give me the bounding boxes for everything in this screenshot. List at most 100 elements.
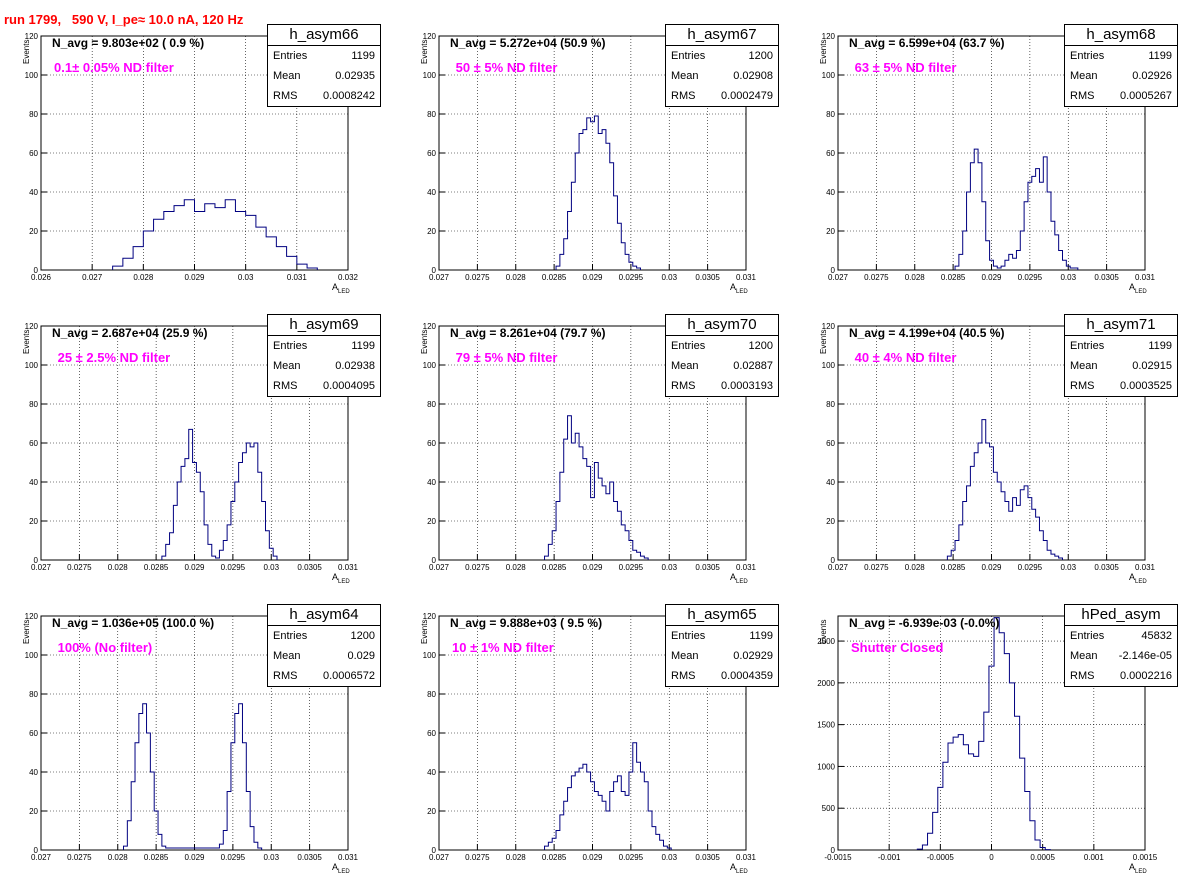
histogram-bin xyxy=(162,556,166,560)
histogram-bin xyxy=(602,486,606,560)
histogram-bin xyxy=(575,153,579,270)
x-tick-label: 0.031 xyxy=(736,563,757,572)
x-tick-label: 0.0295 xyxy=(619,563,644,572)
y-tick-label: 0 xyxy=(831,556,836,565)
stats-label: RMS xyxy=(273,376,297,396)
histogram-bin xyxy=(1036,169,1040,270)
histogram-bin xyxy=(113,266,123,270)
histogram-bin xyxy=(602,801,606,850)
x-tick-label: 0.031 xyxy=(736,273,757,282)
histogram-bin xyxy=(256,227,266,270)
histogram-bin xyxy=(250,827,254,850)
x-tick-label: 0.028 xyxy=(506,273,527,282)
stats-value: 0.0008242 xyxy=(323,86,375,106)
stats-label: Entries xyxy=(273,626,307,646)
histogram-bin xyxy=(989,666,994,850)
stats-value: 45832 xyxy=(1141,626,1172,646)
stats-label: Mean xyxy=(273,356,301,376)
histogram-bin xyxy=(143,704,147,850)
stats-value: 1199 xyxy=(1148,46,1172,66)
stats-label: RMS xyxy=(671,666,695,686)
histogram-bin xyxy=(617,776,621,850)
histogram-bin xyxy=(571,776,575,850)
histogram-bin xyxy=(963,745,968,850)
y-tick-label: 20 xyxy=(29,227,38,236)
y-tick-label: 20 xyxy=(29,517,38,526)
histogram-bin xyxy=(993,472,997,560)
histogram-bin xyxy=(273,556,277,560)
y-axis-label: Events xyxy=(22,620,31,644)
x-tick-label: 0.028 xyxy=(506,563,527,572)
histogram-name: h_asym69 xyxy=(268,315,380,336)
histogram-bin xyxy=(127,821,131,850)
histogram-bin xyxy=(633,266,637,270)
x-tick-label: 0.0275 xyxy=(67,563,92,572)
histogram-bin xyxy=(1032,176,1036,270)
histogram-bin xyxy=(564,239,568,270)
stats-label: Entries xyxy=(1070,336,1104,356)
histogram-bin xyxy=(545,846,549,850)
histogram-bin xyxy=(219,550,223,560)
histogram-bin xyxy=(922,845,927,850)
histogram-bin xyxy=(548,842,552,850)
histogram-bin xyxy=(994,618,999,850)
histogram-bin xyxy=(583,764,587,850)
histogram-bin xyxy=(617,223,621,270)
stats-value: 0.02926 xyxy=(1132,66,1172,86)
y-tick-label: 40 xyxy=(29,478,38,487)
stats-value: 0.0002216 xyxy=(1120,666,1172,686)
y-tick-label: 100 xyxy=(25,71,39,80)
y-axis-label: Events xyxy=(819,620,828,644)
histogram-bin xyxy=(212,556,216,560)
histogram-bin xyxy=(1043,157,1047,270)
y-tick-label: 100 xyxy=(25,361,39,370)
histogram-bin xyxy=(959,254,963,270)
x-tick-label: 0.029 xyxy=(184,563,205,572)
stats-value: 1200 xyxy=(351,626,375,646)
stats-label: Entries xyxy=(273,336,307,356)
x-tick-label: 0 xyxy=(989,853,994,862)
histogram-bin xyxy=(1043,541,1047,561)
histogram-bin xyxy=(205,204,215,270)
histogram-bin xyxy=(579,768,583,850)
stats-label: Mean xyxy=(671,646,699,666)
histogram-bin xyxy=(1009,254,1013,270)
histogram-bin xyxy=(963,231,967,270)
y-tick-label: 80 xyxy=(826,110,835,119)
histogram-bin xyxy=(1047,550,1051,560)
stats-value: 0.0004095 xyxy=(323,376,375,396)
stats-label: Entries xyxy=(671,336,705,356)
stats-label: RMS xyxy=(273,86,297,106)
y-tick-label: 60 xyxy=(427,729,436,738)
histogram-bin xyxy=(254,842,258,850)
histogram-bin xyxy=(124,846,128,850)
stats-value: 0.0005267 xyxy=(1120,86,1172,106)
histogram-bin xyxy=(548,544,552,560)
histogram-bin xyxy=(235,714,239,851)
histogram-line xyxy=(124,704,262,850)
histogram-bin xyxy=(166,544,170,560)
y-tick-label: 100 xyxy=(25,651,39,660)
histogram-bin xyxy=(195,212,205,271)
histogram-bin xyxy=(663,846,667,850)
x-tick-label: 0.0285 xyxy=(144,853,169,862)
x-tick-label: 0.0295 xyxy=(221,563,246,572)
y-axis-label: Events xyxy=(819,330,828,354)
stats-label: Entries xyxy=(1070,626,1104,646)
histogram-bin xyxy=(1051,554,1055,560)
x-tick-label: 0.031 xyxy=(287,273,308,282)
stats-label: Mean xyxy=(273,646,301,666)
stats-label: RMS xyxy=(273,666,297,686)
histogram-bin xyxy=(1035,840,1040,850)
x-axis-label: ALED xyxy=(730,572,748,585)
y-tick-label: 20 xyxy=(29,807,38,816)
stats-value: 0.02915 xyxy=(1132,356,1172,376)
histogram-bin xyxy=(164,212,174,271)
histogram-bin xyxy=(258,472,262,560)
histogram-bin xyxy=(568,212,572,271)
